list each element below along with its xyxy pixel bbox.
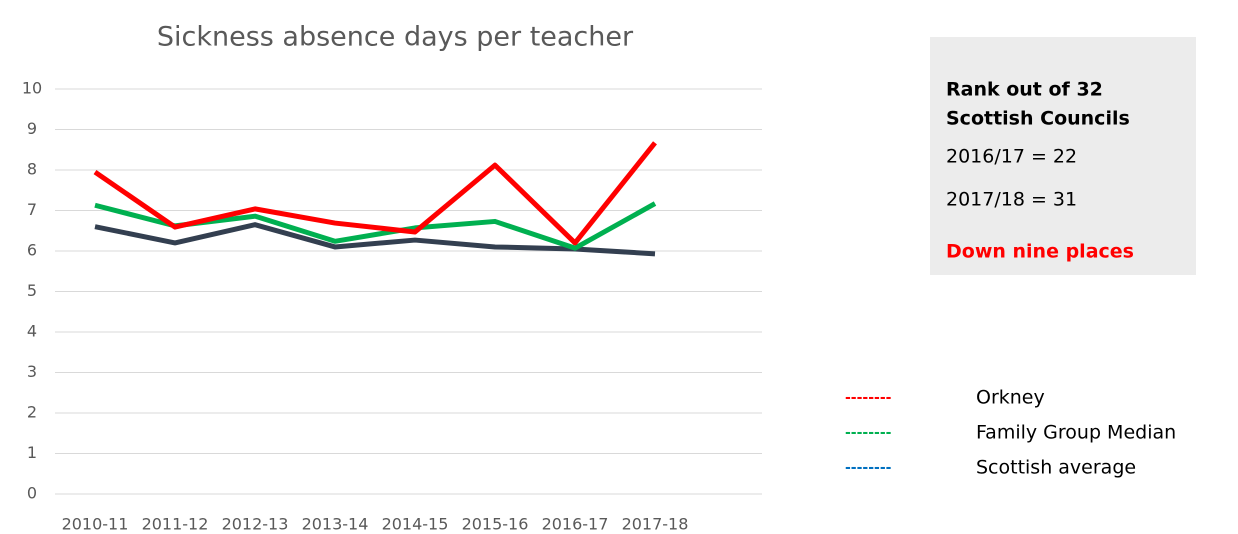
x-tick-label: 2013-14: [302, 515, 369, 534]
info-line: 2017/18 = 31: [946, 189, 1077, 211]
y-tick-label: 2: [27, 403, 37, 422]
y-tick-label: 10: [22, 79, 42, 98]
legend-label: Orkney: [976, 387, 1045, 409]
legend-label: Scottish average: [976, 457, 1136, 479]
x-tick-label: 2011-12: [142, 515, 209, 534]
y-tick-label: 6: [27, 241, 37, 260]
info-heading: Rank out of 32: [946, 79, 1103, 101]
y-tick-label: 7: [27, 200, 37, 219]
x-tick-label: 2012-13: [222, 515, 289, 534]
y-tick-label: 8: [27, 160, 37, 179]
y-tick-label: 1: [27, 443, 37, 462]
info-heading: Scottish Councils: [946, 108, 1130, 130]
chart-title: Sickness absence days per teacher: [157, 22, 634, 53]
x-tick-label: 2010-11: [62, 515, 129, 534]
y-tick-label: 3: [27, 362, 37, 381]
x-tick-label: 2014-15: [382, 515, 449, 534]
x-tick-label: 2017-18: [622, 515, 689, 534]
info-highlight: Down nine places: [946, 241, 1134, 263]
legend-marker: --------: [845, 460, 892, 476]
y-tick-label: 0: [27, 484, 37, 503]
legend-label: Family Group Median: [976, 422, 1176, 444]
line-series: [93, 141, 657, 246]
legend-marker: --------: [845, 425, 892, 441]
legend-marker: --------: [845, 390, 892, 406]
info-box: [930, 37, 1196, 275]
y-tick-label: 9: [27, 119, 37, 138]
x-tick-label: 2016-17: [542, 515, 609, 534]
x-tick-label: 2015-16: [462, 515, 529, 534]
info-line: 2016/17 = 22: [946, 146, 1077, 168]
y-tick-label: 4: [27, 322, 37, 341]
y-tick-label: 5: [27, 281, 37, 300]
line-series: [94, 222, 656, 257]
